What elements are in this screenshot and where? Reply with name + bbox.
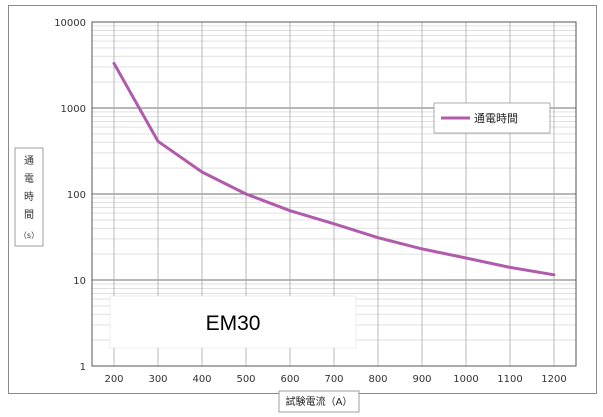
x-tick-labels: 200 300 400 500 600 700 800 900 1000 1100 1200	[104, 374, 566, 385]
x-tick-label: 1000	[453, 374, 478, 385]
y-tick-label: 1	[80, 362, 86, 373]
x-tick-label: 600	[280, 374, 299, 385]
series-layer	[112, 61, 556, 277]
series-line	[112, 61, 556, 277]
y-axis-label-char-3: 時	[24, 191, 34, 203]
x-tick-label: 300	[148, 374, 167, 385]
x-axis-label: 試験電流（A）	[286, 395, 353, 408]
x-tick-label: 900	[412, 374, 431, 385]
model-label: EM30	[206, 312, 261, 335]
y-axis-label-char-2: 電	[24, 173, 34, 185]
y-tick-label: 1000	[61, 104, 86, 115]
x-tick-label: 400	[192, 374, 211, 385]
x-tick-label: 700	[324, 374, 343, 385]
x-tick-label: 1100	[497, 374, 522, 385]
y-axis-label-char-1: 通	[24, 155, 34, 167]
y-tick-label: 10	[73, 276, 86, 287]
x-axis-label-box	[278, 390, 360, 413]
legend-entry-label: 通電時間	[474, 112, 518, 125]
x-tick-label: 500	[236, 374, 255, 385]
y-axis-label: 通 電 時 間 （s）	[19, 155, 39, 240]
y-tick-labels: 1 10 100 1000 10000	[54, 18, 86, 373]
x-tick-label: 1200	[541, 374, 566, 385]
grid-layer	[92, 21, 576, 367]
plot-area-border	[91, 21, 577, 367]
y-axis-label-char-4: 間	[24, 209, 34, 221]
x-tick-label: 800	[368, 374, 387, 385]
y-axis-label-box	[14, 147, 44, 247]
y-tick-label: 10000	[54, 18, 86, 29]
model-label-box	[109, 295, 357, 349]
y-axis-label-char-5: （s）	[19, 231, 39, 240]
x-tick-label: 200	[104, 374, 123, 385]
y-tick-label: 100	[67, 190, 86, 201]
